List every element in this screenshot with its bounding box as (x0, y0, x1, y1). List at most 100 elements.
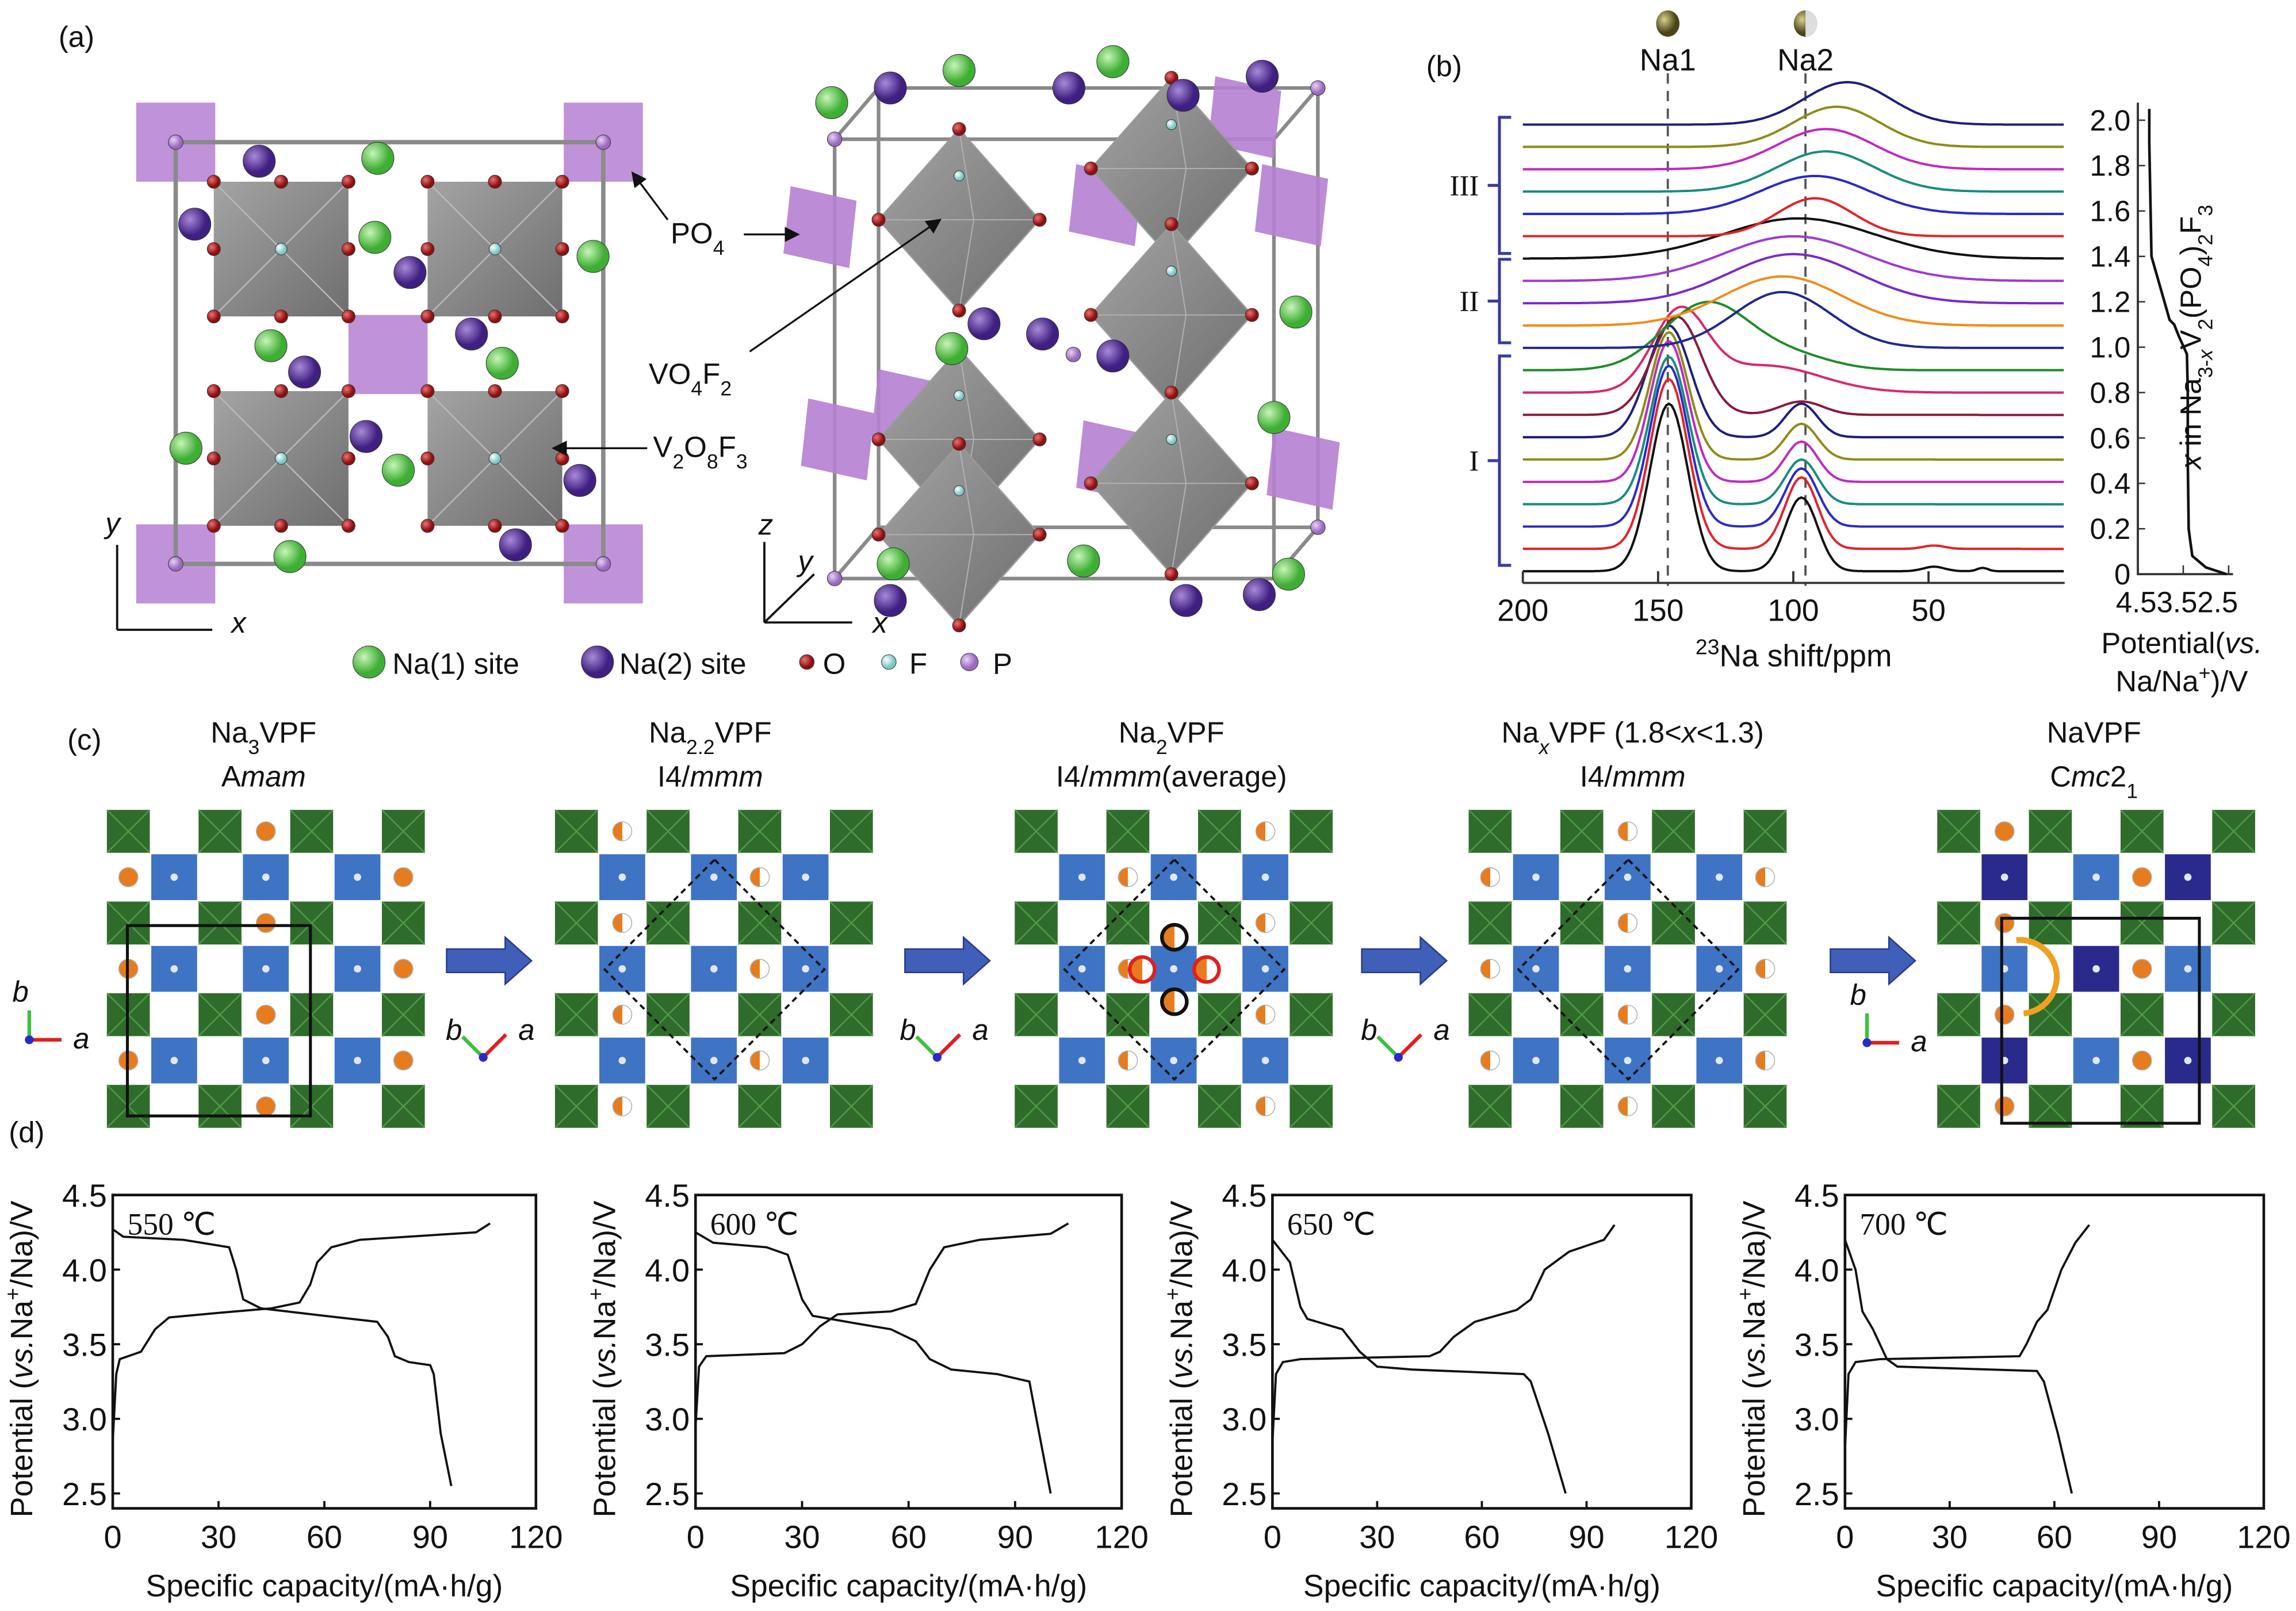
x-tick-label: 0 (1836, 1518, 1854, 1555)
panel-label-a: (a) (59, 21, 94, 53)
na2-half-white (1805, 10, 1817, 37)
y-axis-label: Potential (vs.Na+/Na)/V (583, 1200, 622, 1517)
na-site-atom (612, 1004, 633, 1025)
v-atom (262, 965, 270, 973)
x-tick-label: 30 (201, 1518, 236, 1555)
na1-label: Na1 (1640, 43, 1696, 77)
voltage-curve (1271, 1239, 1567, 1494)
na2-site-atom (1096, 339, 1130, 373)
na1-site-atom (815, 86, 848, 119)
po4-edge (1197, 901, 1242, 946)
y-tick-label: 3.5 (1222, 1327, 1266, 1363)
transition-arrow-icon (1830, 935, 1916, 986)
vo4f2-label-segment: 4 (691, 377, 702, 400)
v-atom (170, 965, 178, 973)
unit-cell-outline (2000, 916, 2201, 1125)
highlighted-na-site (1160, 987, 1189, 1016)
po4-edge (1105, 992, 1150, 1037)
po4-edge (2120, 809, 2164, 854)
po4-edge (106, 901, 151, 946)
x-tick-label: 200 (1497, 594, 1548, 628)
v-atom (1078, 873, 1086, 881)
y-tick-label: 2.5 (1794, 1476, 1839, 1512)
stage-title-segment: Na (649, 716, 687, 749)
axis-lines (763, 542, 852, 624)
fluorine-atom (275, 452, 288, 465)
po4-edge (1468, 1084, 1513, 1128)
highlighted-na-site (1192, 955, 1221, 984)
plot-frame (1271, 1193, 1693, 1510)
y-tick-label: 4.5 (62, 1177, 107, 1214)
y-tick-label: 3.0 (1794, 1401, 1839, 1437)
po4-edge (2028, 809, 2073, 854)
legend-label: Na(1) site (392, 647, 519, 680)
fluorine-atom (954, 170, 965, 182)
po4-edge (2211, 809, 2256, 854)
oxygen-atom (1032, 433, 1047, 446)
region-bracket (1487, 354, 1511, 567)
v-atom (1715, 1057, 1723, 1065)
v2o8f3-label-segment: 8 (707, 450, 718, 473)
spectrum-line (1522, 331, 2064, 461)
na1-site-atom (381, 453, 415, 487)
v-atom (802, 873, 810, 881)
legend-label: Na(2) site (619, 647, 747, 680)
x-axis-label: Specific capacity/(mA·h/g) (1876, 1569, 2233, 1603)
y-tick-label: 3.5 (62, 1327, 107, 1363)
oxygen-atom (1245, 308, 1259, 322)
v-atom (1532, 965, 1540, 973)
voltage-curve (695, 1231, 1052, 1494)
oxygen-atom (555, 242, 569, 257)
axis-label-a: a (972, 1013, 988, 1046)
x-axis-label: 23Na shift/ppm (1696, 635, 1892, 674)
po4-edge (829, 809, 874, 854)
axis-label-x: x (871, 606, 888, 639)
na1-site-atom (1257, 401, 1291, 434)
vo4f2-label-segment: F (702, 357, 720, 390)
c-axis-dot (932, 1053, 942, 1062)
po4-edge (198, 1084, 242, 1128)
oxygen-atom (420, 451, 435, 466)
v-atom (2000, 873, 2008, 881)
unit-cell-outline (125, 924, 312, 1118)
stage-space-group-segment: C (2050, 760, 2071, 793)
stage-title-segment: Na (1119, 716, 1157, 749)
spectrum-line (1522, 305, 2064, 394)
na2-site-atom (499, 528, 532, 561)
x-axis-label-segment: Na shift/ppm (1720, 640, 1892, 674)
x-tick-label: 30 (1359, 1518, 1395, 1555)
na-site-atom (2132, 867, 2152, 887)
fluorine-atom (488, 452, 502, 465)
na1-site-sphere-icon (1656, 10, 1680, 37)
oxygen-atom (871, 527, 886, 542)
na-site-atom (118, 867, 139, 887)
y-axis-label-segment: vs. (1165, 1340, 1199, 1379)
po4-edge (1651, 1084, 1696, 1128)
y-tick-label: 4.0 (62, 1252, 107, 1288)
potential-tick-label: 3.5 (2157, 586, 2198, 618)
region-label: II (1459, 286, 1479, 318)
spectrum-line (1522, 315, 2064, 416)
na2-site-atom (874, 584, 907, 617)
x-content-axis-label-segment: (PO (2175, 266, 2207, 319)
po4-edge (646, 809, 690, 854)
octahedron-edge (1090, 224, 1252, 406)
migration-arrow (2016, 937, 2060, 1017)
na-site-atom (1994, 821, 2015, 841)
x-tick-label: 90 (2141, 1518, 2177, 1555)
oxygen-atom (341, 242, 355, 257)
na1-site-atom (935, 332, 969, 365)
fluorine-atom (1166, 434, 1177, 445)
po4-edge (1014, 1084, 1058, 1128)
po4-edge (198, 901, 242, 946)
stage-title: Na2VPF (1119, 716, 1224, 759)
legend: Na(1) site Na(2) site O F P (353, 645, 1012, 680)
voltage-curve (112, 1228, 453, 1486)
axis-label-a: a (1433, 1013, 1449, 1046)
na1-site-atom (943, 53, 976, 87)
oxygen-atom (1164, 385, 1178, 400)
voltage-curve (1844, 1239, 2073, 1494)
c-axis-dot (1862, 1038, 1872, 1047)
po4-edge (1937, 809, 1981, 854)
b-axis-arrow (915, 1035, 939, 1059)
